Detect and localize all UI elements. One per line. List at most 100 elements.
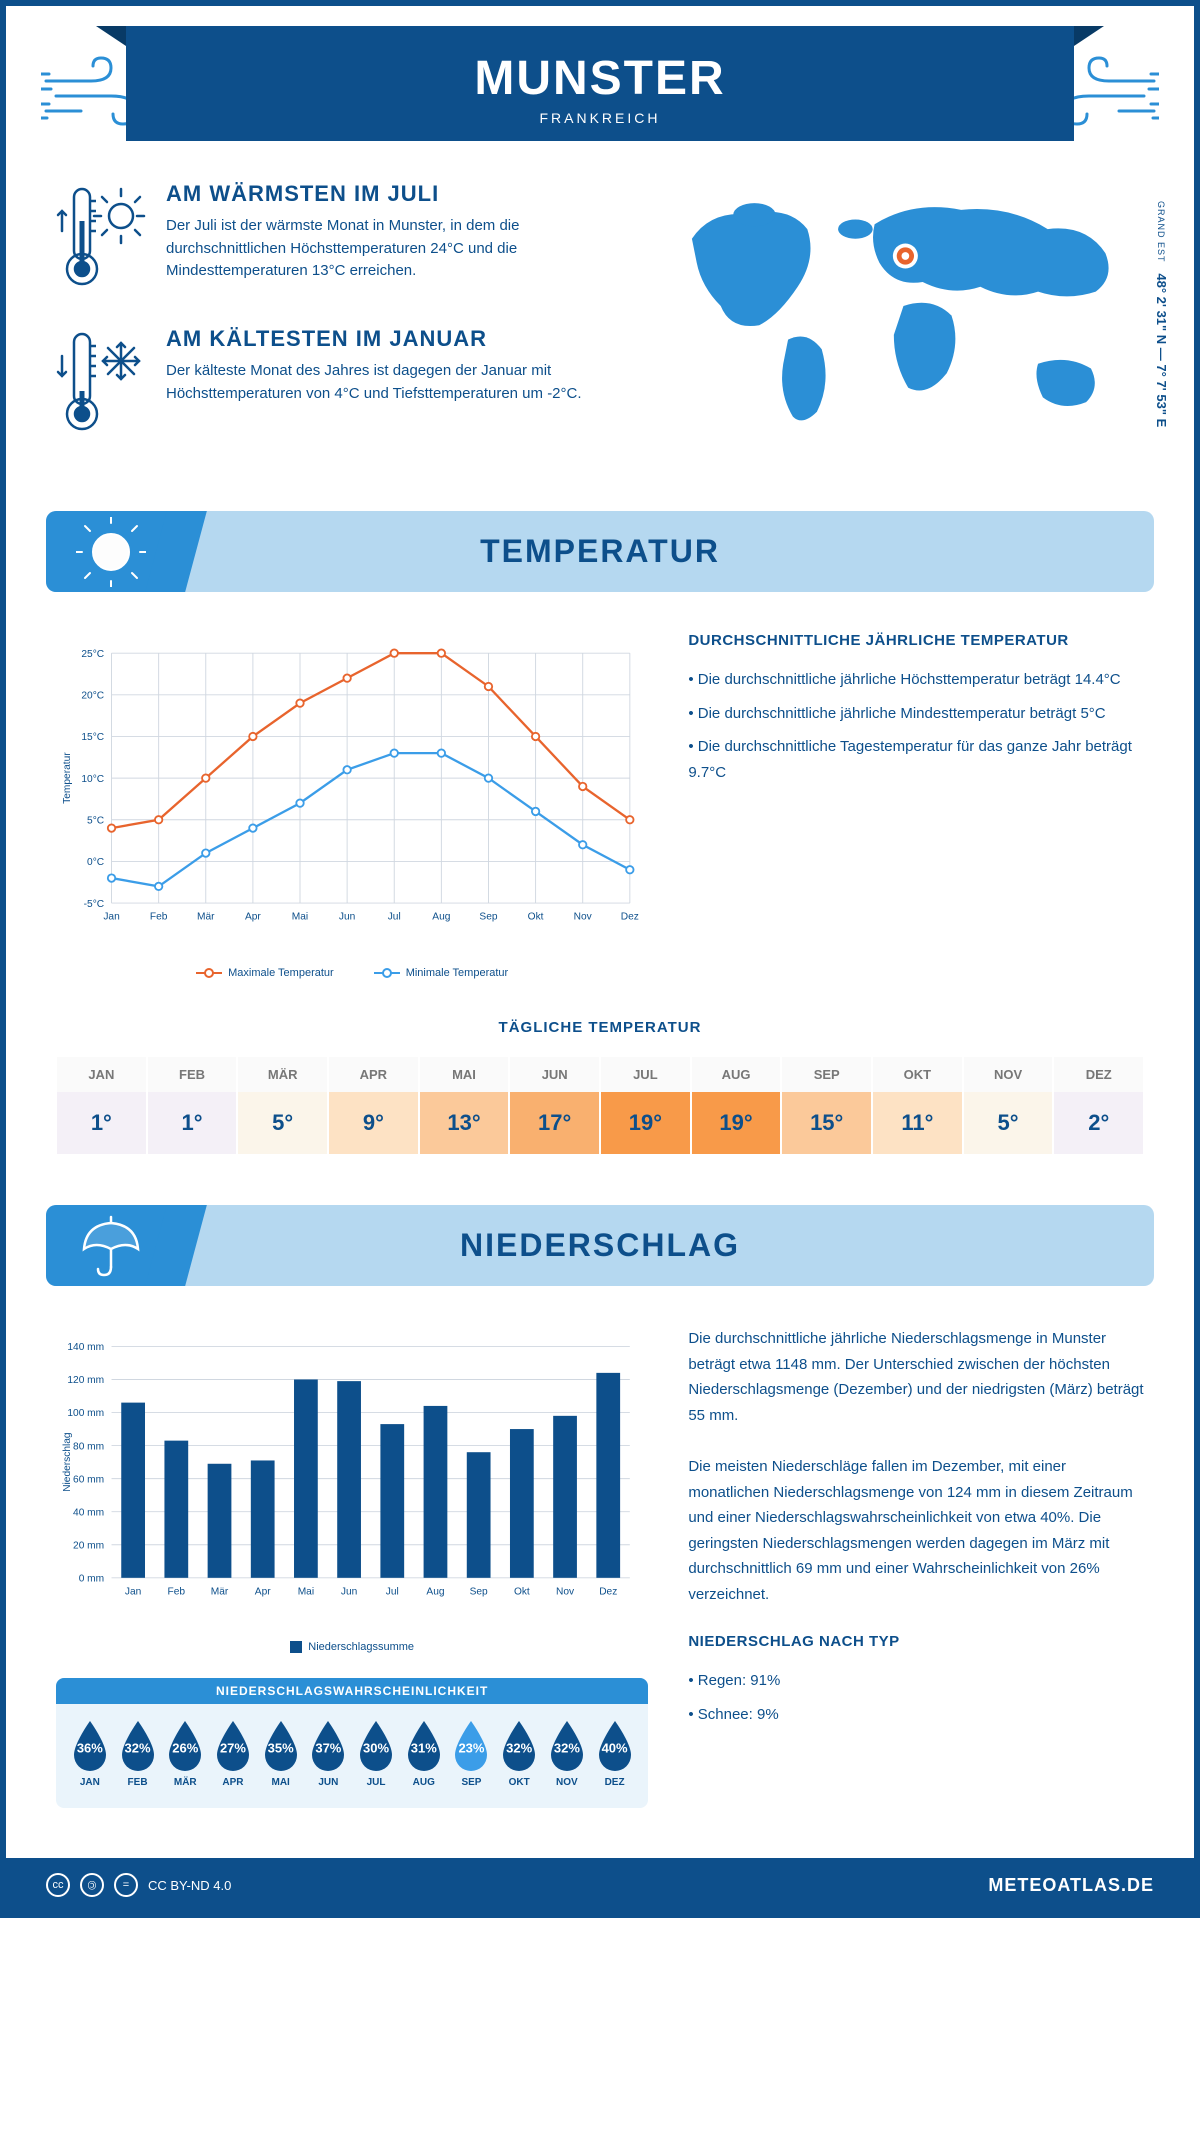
by-icon: 🄯 [80, 1873, 104, 1897]
svg-text:0 mm: 0 mm [79, 1574, 104, 1585]
svg-text:120 mm: 120 mm [67, 1375, 104, 1386]
prob-cell: 40% DEZ [591, 1719, 639, 1788]
info-left: AM WÄRMSTEN IM JULI Der Juli ist der wär… [56, 181, 633, 471]
temp-cell: SEP15° [781, 1056, 872, 1155]
legend-precip: Niederschlagssumme [308, 1641, 414, 1653]
prob-cell: 23% SEP [448, 1719, 496, 1788]
nd-icon: = [114, 1873, 138, 1897]
svg-text:Jan: Jan [125, 1586, 141, 1597]
svg-text:Mär: Mär [197, 912, 215, 923]
temp-cell: OKT11° [872, 1056, 963, 1155]
svg-text:Nov: Nov [574, 912, 593, 923]
temp-b1: • Die durchschnittliche jährliche Höchst… [688, 667, 1144, 693]
daily-temp: TÄGLICHE TEMPERATUR JAN1°FEB1°MÄR5°APR9°… [6, 1009, 1194, 1195]
svg-text:Sep: Sep [470, 1586, 488, 1597]
svg-text:Dez: Dez [599, 1586, 617, 1597]
temp-banner: TEMPERATUR [46, 511, 1154, 592]
precip-type1: • Regen: 91% [688, 1668, 1144, 1694]
svg-text:100 mm: 100 mm [67, 1408, 104, 1419]
cold-title: AM KÄLTESTEN IM JANUAR [166, 326, 633, 352]
precip-type2: • Schnee: 9% [688, 1702, 1144, 1728]
cold-block: AM KÄLTESTEN IM JANUAR Der kälteste Mona… [56, 326, 633, 441]
daily-grid: JAN1°FEB1°MÄR5°APR9°MAI13°JUN17°JUL19°AU… [56, 1056, 1144, 1155]
svg-text:5°C: 5°C [87, 815, 104, 826]
svg-text:15°C: 15°C [81, 732, 104, 743]
prob-row: 36% JAN 32% FEB 26% MÄR 27% APR 35% MAI … [56, 1704, 648, 1793]
precip-title: NIEDERSCHLAG [46, 1227, 1154, 1264]
warm-title: AM WÄRMSTEN IM JULI [166, 181, 633, 207]
svg-text:20°C: 20°C [81, 691, 104, 702]
region: GRAND EST [1156, 201, 1166, 263]
svg-text:Jul: Jul [386, 1586, 399, 1597]
svg-text:Mär: Mär [211, 1586, 229, 1597]
precip-legend: Niederschlagssumme [56, 1641, 648, 1653]
prob-cell: 32% FEB [114, 1719, 162, 1788]
prob-cell: 32% NOV [543, 1719, 591, 1788]
page: MUNSTER FRANKREICH [0, 0, 1200, 1918]
temp-b3: • Die durchschnittliche Tagestemperatur … [688, 734, 1144, 785]
prob-cell: 30% JUL [352, 1719, 400, 1788]
svg-text:10°C: 10°C [81, 774, 104, 785]
prob-cell: 36% JAN [66, 1719, 114, 1788]
svg-text:Apr: Apr [255, 1586, 271, 1597]
svg-text:Jul: Jul [388, 912, 401, 923]
temp-chart-row: -5°C 0°C 5°C 10°C 15°C 20°C 25°C Jan Feb Mär Apr Ma… [6, 602, 1194, 1009]
footer-site: METEOATLAS.DE [988, 1875, 1154, 1896]
temp-cell: FEB1° [147, 1056, 238, 1155]
svg-text:40 mm: 40 mm [73, 1507, 104, 1518]
legend-max: Maximale Temperatur [228, 967, 334, 979]
prob-cell: 26% MÄR [161, 1719, 209, 1788]
daily-title: TÄGLICHE TEMPERATUR [56, 1019, 1144, 1036]
header-banner: MUNSTER FRANKREICH [126, 26, 1074, 141]
cold-desc: Der kälteste Monat des Jahres ist dagege… [166, 360, 633, 405]
prob-cell: 37% JUN [305, 1719, 353, 1788]
prob-cell: 27% APR [209, 1719, 257, 1788]
svg-text:Aug: Aug [426, 1586, 444, 1597]
warm-text: AM WÄRMSTEN IM JULI Der Juli ist der wär… [166, 181, 633, 296]
svg-text:0°C: 0°C [87, 857, 104, 868]
precip-chart: 0 mm20 mm40 mm60 mm80 mm100 mm120 mm140 … [56, 1326, 648, 1808]
svg-text:Jan: Jan [103, 912, 119, 923]
precip-type-title: NIEDERSCHLAG NACH TYP [688, 1633, 1144, 1650]
country-name: FRANKREICH [126, 110, 1074, 126]
temp-cell: AUG19° [691, 1056, 782, 1155]
info-row: AM WÄRMSTEN IM JULI Der Juli ist der wär… [6, 141, 1194, 501]
precip-banner: NIEDERSCHLAG [46, 1205, 1154, 1286]
temp-cell: NOV5° [963, 1056, 1054, 1155]
cold-text: AM KÄLTESTEN IM JANUAR Der kälteste Mona… [166, 326, 633, 441]
header-wrap: MUNSTER FRANKREICH [6, 26, 1194, 141]
sun-icon [46, 511, 176, 592]
svg-text:Jun: Jun [339, 912, 355, 923]
svg-text:Nov: Nov [556, 1586, 575, 1597]
temp-cell: APR9° [328, 1056, 419, 1155]
latlon: 48° 2' 31" N — 7° 7' 53" E [1154, 273, 1169, 427]
svg-text:80 mm: 80 mm [73, 1441, 104, 1452]
svg-text:Mai: Mai [298, 1586, 314, 1597]
thermometer-cold-icon [56, 326, 146, 441]
map-area: GRAND EST 48° 2' 31" N — 7° 7' 53" E [663, 181, 1144, 471]
temp-legend: Maximale Temperatur Minimale Temperatur [56, 967, 648, 979]
warm-block: AM WÄRMSTEN IM JULI Der Juli ist der wär… [56, 181, 633, 296]
warm-desc: Der Juli ist der wärmste Monat in Munste… [166, 215, 633, 283]
svg-text:Aug: Aug [432, 912, 450, 923]
license-text: CC BY-ND 4.0 [148, 1878, 231, 1893]
svg-text:140 mm: 140 mm [67, 1342, 104, 1353]
city-name: MUNSTER [126, 51, 1074, 106]
footer: cc 🄯 = CC BY-ND 4.0 METEOATLAS.DE [6, 1858, 1194, 1912]
temp-cell: JUL19° [600, 1056, 691, 1155]
svg-text:Mai: Mai [292, 912, 308, 923]
temp-cell: DEZ2° [1053, 1056, 1144, 1155]
prob-cell: 32% OKT [495, 1719, 543, 1788]
temp-cell: MÄR5° [237, 1056, 328, 1155]
temp-chart: -5°C 0°C 5°C 10°C 15°C 20°C 25°C Jan Feb Mär Apr Ma… [56, 632, 648, 979]
temp-cell: MAI13° [419, 1056, 510, 1155]
precip-p1: Die durchschnittliche jährliche Niedersc… [688, 1326, 1144, 1428]
svg-text:Apr: Apr [245, 912, 261, 923]
world-map-icon [663, 181, 1144, 431]
svg-text:-5°C: -5°C [84, 899, 104, 910]
svg-text:Feb: Feb [150, 912, 168, 923]
cc-icon: cc [46, 1873, 70, 1897]
svg-text:25°C: 25°C [81, 649, 104, 660]
prob-title: NIEDERSCHLAGSWAHRSCHEINLICHKEIT [56, 1678, 648, 1704]
svg-text:Okt: Okt [528, 912, 544, 923]
